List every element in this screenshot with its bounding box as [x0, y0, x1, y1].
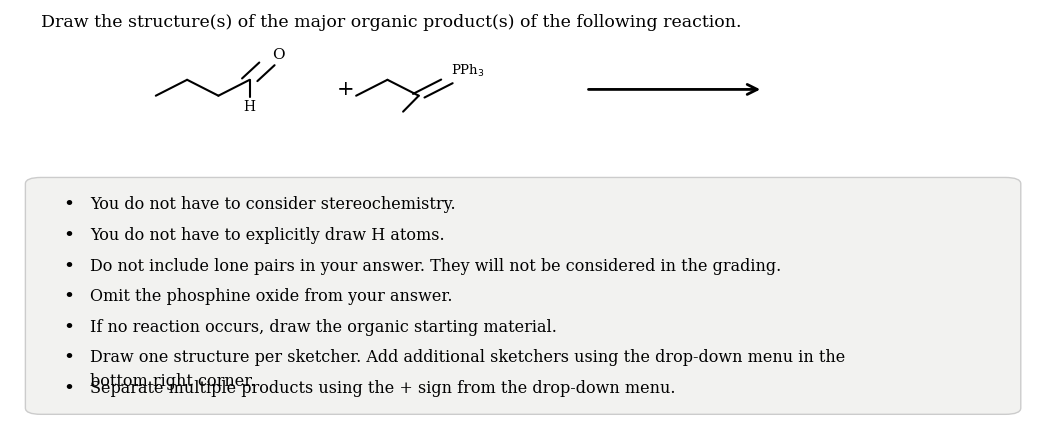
Text: •: • [63, 319, 75, 337]
Text: You do not have to explicitly draw H atoms.: You do not have to explicitly draw H ato… [90, 227, 445, 244]
Text: •: • [63, 227, 75, 245]
Text: PPh$_3$: PPh$_3$ [451, 63, 485, 79]
Text: Do not include lone pairs in your answer. They will not be considered in the gra: Do not include lone pairs in your answer… [90, 257, 781, 275]
Text: •: • [63, 349, 75, 367]
Text: Draw one structure per sketcher. Add additional sketchers using the drop-down me: Draw one structure per sketcher. Add add… [90, 349, 845, 390]
FancyBboxPatch shape [25, 178, 1020, 414]
Text: Draw the structure(s) of the major organic product(s) of the following reaction.: Draw the structure(s) of the major organ… [41, 14, 742, 31]
Text: Omit the phosphine oxide from your answer.: Omit the phosphine oxide from your answe… [90, 288, 452, 305]
Text: +: + [337, 80, 354, 99]
Text: Separate multiple products using the + sign from the drop-down menu.: Separate multiple products using the + s… [90, 380, 676, 397]
Text: •: • [63, 288, 75, 306]
Text: •: • [63, 380, 75, 398]
Text: If no reaction occurs, draw the organic starting material.: If no reaction occurs, draw the organic … [90, 319, 557, 336]
Text: H: H [243, 100, 256, 114]
Text: You do not have to consider stereochemistry.: You do not have to consider stereochemis… [90, 196, 455, 214]
Text: •: • [63, 196, 75, 214]
Text: •: • [63, 257, 75, 276]
Text: O: O [272, 48, 285, 62]
